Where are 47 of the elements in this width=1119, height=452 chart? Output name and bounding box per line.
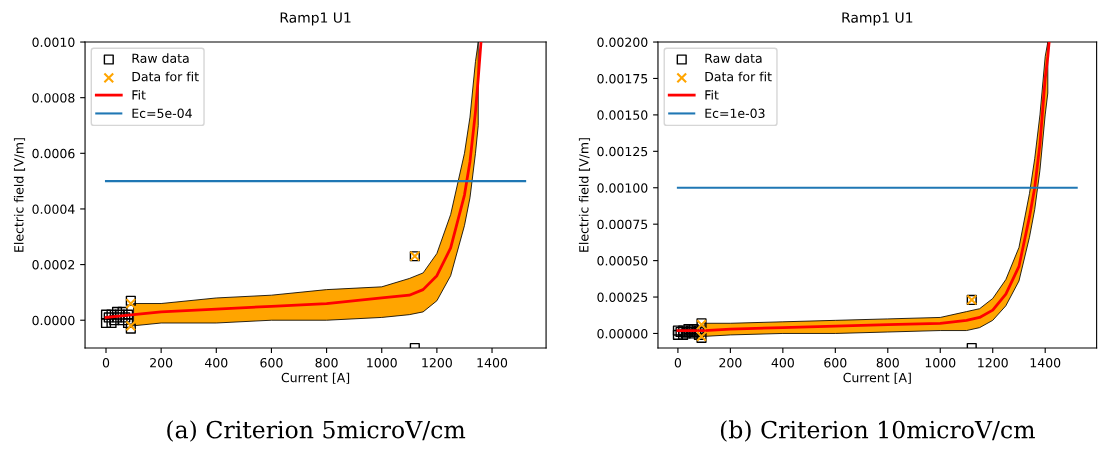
legend-label: Ec=5e-04: [132, 108, 192, 118]
x-tick-label: 1000: [367, 357, 397, 368]
y-tick-label: 0.00075: [597, 219, 648, 230]
y-tick-label: 0.00125: [597, 146, 648, 157]
y-axis-title: Electric field [V/m]: [13, 138, 26, 252]
x-tick-label: 400: [204, 357, 228, 368]
legend-label: Raw data: [132, 53, 189, 63]
x-tick-label: 0: [102, 357, 110, 368]
x-tick-label: 400: [771, 357, 794, 368]
y-tick-label: 0.0000: [32, 315, 75, 326]
x-tick-label: 200: [719, 357, 742, 368]
y-tick-label: 0.0006: [32, 148, 75, 159]
x-tick-label: 1200: [422, 357, 452, 368]
chart-title: Ramp1 U1: [280, 12, 351, 26]
legend-label: Fit: [705, 89, 719, 100]
x-axis-title: Current [A]: [281, 372, 350, 384]
y-tick-label: 0.0004: [32, 204, 75, 214]
x-tick-label: 1400: [477, 357, 508, 368]
y-tick-label: 0.00050: [597, 256, 648, 266]
x-tick-label: 1000: [925, 357, 956, 368]
y-tick-label: 0.00200: [597, 37, 648, 47]
legend-label: Data for fit: [132, 71, 199, 82]
x-tick-label: 0: [674, 357, 682, 368]
text: (a) Criterion 5microV/cm: [167, 420, 466, 442]
y-tick-label: 0.0002: [32, 260, 75, 270]
y-tick-label: 0.00150: [597, 110, 648, 120]
x-axis-title: Current [A]: [843, 372, 911, 384]
x-tick-label: 600: [824, 357, 847, 368]
x-tick-label: 200: [150, 357, 173, 368]
y-tick-label: 0.00000: [597, 328, 648, 339]
x-tick-label: 800: [876, 357, 899, 368]
y-tick-label: 0.0008: [32, 93, 75, 103]
x-tick-label: 1400: [1030, 357, 1061, 368]
legend-label: Ec=1e-03: [705, 108, 765, 118]
y-tick-label: 0.00100: [597, 183, 648, 193]
legend-label: Raw data: [705, 53, 762, 63]
chart-title: Ramp1 U1: [842, 12, 913, 26]
y-axis-title: Electric field [V/m]: [578, 138, 591, 252]
legend-label: Data for fit: [705, 71, 772, 82]
text: (b) Criterion 10microV/cm: [720, 420, 1035, 442]
y-tick-label: 0.00175: [597, 73, 648, 84]
x-tick-label: 800: [315, 357, 338, 368]
x-tick-label: 600: [260, 357, 283, 368]
y-tick-label: 0.00025: [597, 292, 648, 302]
y-tick-label: 0.0010: [32, 37, 75, 47]
legend-label: Fit: [132, 89, 146, 100]
x-tick-label: 1200: [978, 357, 1008, 368]
